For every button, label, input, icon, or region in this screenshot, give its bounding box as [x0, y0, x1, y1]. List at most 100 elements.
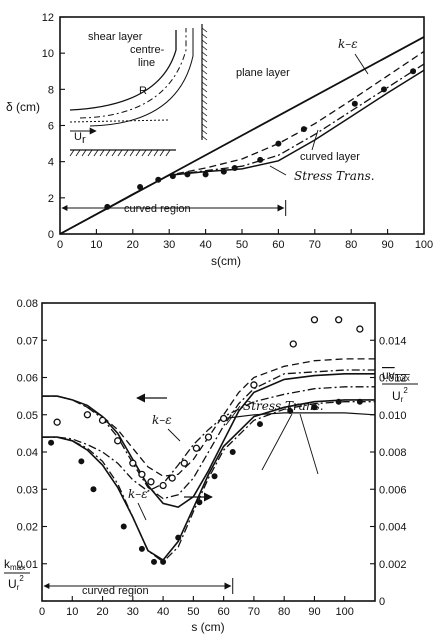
inset-hatch-stroke: [75, 149, 81, 157]
bottom-left-ytick-label: 0.05: [17, 410, 38, 422]
bottom-xtick-label: 80: [278, 606, 290, 618]
uv-data-point: [287, 408, 294, 415]
k-data-point: [83, 411, 92, 419]
uv-curved-line: [42, 399, 375, 562]
bottom-xtick-label: 50: [187, 606, 199, 618]
inset-hatch-stroke: [129, 149, 135, 157]
uv-stress-trans-line: [42, 401, 375, 563]
inset-hatch-stroke: [201, 51, 208, 57]
inset-hatch-stroke: [201, 75, 208, 81]
right-ylabel-U-sub: r: [401, 395, 404, 404]
inset-hatch-stroke: [123, 149, 129, 157]
top-data-point: [380, 86, 387, 93]
inset-hatch-stroke: [201, 69, 208, 75]
top-data-point: [155, 176, 162, 183]
bottom-xtick-label: 100: [336, 606, 354, 618]
bottom-stress-pointer-2: [261, 413, 293, 471]
bottom-ke-upper-label: k–ε: [152, 413, 172, 427]
uv-data-point: [138, 545, 145, 552]
bottom-left-ytick-label: 0.08: [17, 298, 38, 310]
top-data-point: [137, 183, 144, 190]
inset-U-label: U: [74, 131, 82, 143]
k-data-point: [180, 459, 188, 467]
inset-hatch-stroke: [201, 123, 208, 129]
bottom-xtick-label: 10: [66, 606, 78, 618]
k-data-point: [147, 478, 155, 486]
bottom-curved-region-arrow: [43, 578, 234, 594]
top-data-point: [410, 68, 417, 75]
uv-data-point: [256, 421, 263, 428]
inset-R-label: R: [139, 85, 147, 97]
inset-hatch-stroke: [201, 33, 208, 39]
inset-inner-wall: [69, 30, 177, 111]
top-xtick-label: 0: [57, 239, 63, 251]
top-data-point: [231, 164, 238, 171]
bottom-ke-upper-pointer: [167, 428, 181, 442]
left-ylabel-k: k: [4, 557, 11, 571]
bottom-right-ytick-label: 0.008: [379, 447, 407, 459]
uv-plane-line: [223, 412, 376, 420]
top-curved-region-arrow: [61, 200, 287, 216]
right-ylabel-U-sup: 2: [403, 386, 408, 395]
inset-hatch-stroke: [201, 87, 208, 93]
k-data-point: [168, 474, 176, 482]
inset-centreline: [79, 28, 187, 119]
k-data-point: [98, 416, 107, 424]
bottom-chart: 0 10 20 30 40 50 60 70 80 90 1000.010.020.030.040.…: [4, 298, 418, 634]
bottom-curved-region-label: curved region: [82, 585, 149, 597]
inset-hatch-stroke: [201, 111, 208, 117]
k-data-point: [310, 316, 319, 324]
right-ylabel-num: uvmax: [382, 368, 410, 383]
bottom-xtick-label: 30: [127, 606, 139, 618]
inset-hatch-stroke: [201, 117, 208, 123]
bottom-left-ytick-label: 0.02: [17, 522, 38, 534]
left-ylabel-U: U: [8, 577, 17, 591]
uv-data-point: [90, 486, 97, 493]
inset-hatch-stroke: [201, 63, 208, 69]
k-data-point: [138, 470, 146, 479]
uv-data-point: [175, 534, 182, 541]
k-stress-trans-line: [42, 369, 375, 500]
inset-hatch-stroke: [165, 149, 171, 157]
top-data-point: [104, 203, 111, 210]
inset-hatch-stroke: [201, 27, 208, 33]
top-xtick-label: 100: [415, 239, 433, 251]
top-chart-ticks: 0 10 20 30 40 50 60 70 80 90 100 0 2 4 6 8 10 12: [42, 12, 433, 251]
right-ylabel-uv: uv: [382, 368, 395, 382]
top-data-point: [257, 156, 264, 163]
top-ytick-label: 12: [42, 12, 54, 24]
top-ytick-label: 10: [42, 48, 54, 60]
k-data-point: [129, 459, 137, 467]
bottom-chart-ticks: 0 10 20 30 40 50 60 70 80 90 1000.010.020.030.040.…: [17, 298, 407, 618]
top-chart-frame: [59, 16, 425, 235]
uv-data-point: [211, 473, 218, 480]
bottom-ke-lower-label: k–ε: [128, 487, 148, 501]
inset-hatch-stroke: [201, 93, 208, 99]
top-ytick-label: 4: [48, 157, 54, 169]
uv-data-point: [229, 449, 236, 455]
top-xtick-label: 20: [127, 239, 139, 251]
top-ytick-label: 8: [48, 84, 54, 96]
inset-hatch-stroke: [201, 135, 208, 141]
inset-hatch-stroke: [81, 149, 87, 157]
k-data-point: [335, 316, 343, 324]
inset-hatch-stroke: [111, 149, 117, 157]
top-data-point: [169, 173, 176, 180]
bottom-xlabel: s (cm): [191, 620, 224, 634]
inset-centre-label-1: centre-: [130, 44, 165, 56]
right-ylabel-U: U: [392, 389, 401, 403]
inset-hatch-stroke: [201, 57, 208, 63]
right-ylabel-uv-sub: max: [395, 374, 410, 383]
top-chart-series: [59, 36, 425, 235]
uv-data-point: [335, 398, 342, 405]
inset-outer-wall-hatching: [201, 27, 208, 141]
top-ke-label: k–ε: [338, 37, 358, 51]
inset-hatch-stroke: [201, 39, 208, 45]
inset-hatch-stroke: [69, 149, 75, 157]
inset-U-subscript: r: [82, 134, 86, 146]
bottom-left-ytick-label: 0.07: [17, 335, 38, 347]
bottom-xtick-label: 60: [218, 606, 230, 618]
uv-data-point: [78, 458, 85, 465]
top-data-point: [351, 100, 358, 107]
